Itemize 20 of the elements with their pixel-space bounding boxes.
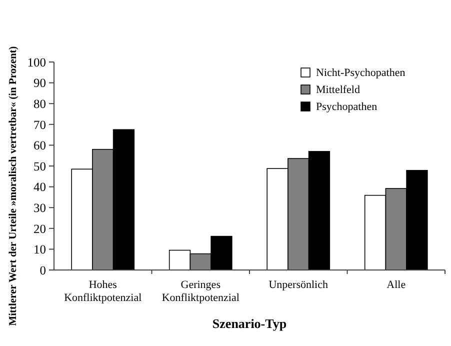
y-tick-label: 100 xyxy=(27,55,46,70)
y-tick-label: 10 xyxy=(34,242,46,257)
x-axis-title: Szenario-Typ xyxy=(212,316,287,331)
x-tick-label: Unpersönlich xyxy=(268,279,329,291)
y-tick-label: 70 xyxy=(34,118,46,132)
y-tick-label: 50 xyxy=(34,159,46,174)
y-tick-label: 40 xyxy=(34,180,46,194)
y-tick-label: 60 xyxy=(34,138,46,153)
x-tick-label: Alle xyxy=(386,279,406,291)
y-tick-label: 90 xyxy=(34,76,46,90)
x-tick-label: Geringes Konfliktpotenzial xyxy=(162,279,240,304)
legend-label: Nicht-Psychopathen xyxy=(316,67,406,79)
y-tick-label: 30 xyxy=(34,200,46,215)
y-tick-label: 0 xyxy=(40,263,46,278)
y-axis-title: Mittlerer Wert der Urteile »moralisch vertretbar« (in Prozent) xyxy=(8,46,19,326)
y-tick-label: 80 xyxy=(34,96,46,111)
y-tick-label: 20 xyxy=(34,222,46,236)
legend-label: Psychopathen xyxy=(316,101,378,113)
legend-label: Mittelfeld xyxy=(316,84,360,96)
x-tick-label: Hohes Konfliktpotenzial xyxy=(64,279,142,304)
